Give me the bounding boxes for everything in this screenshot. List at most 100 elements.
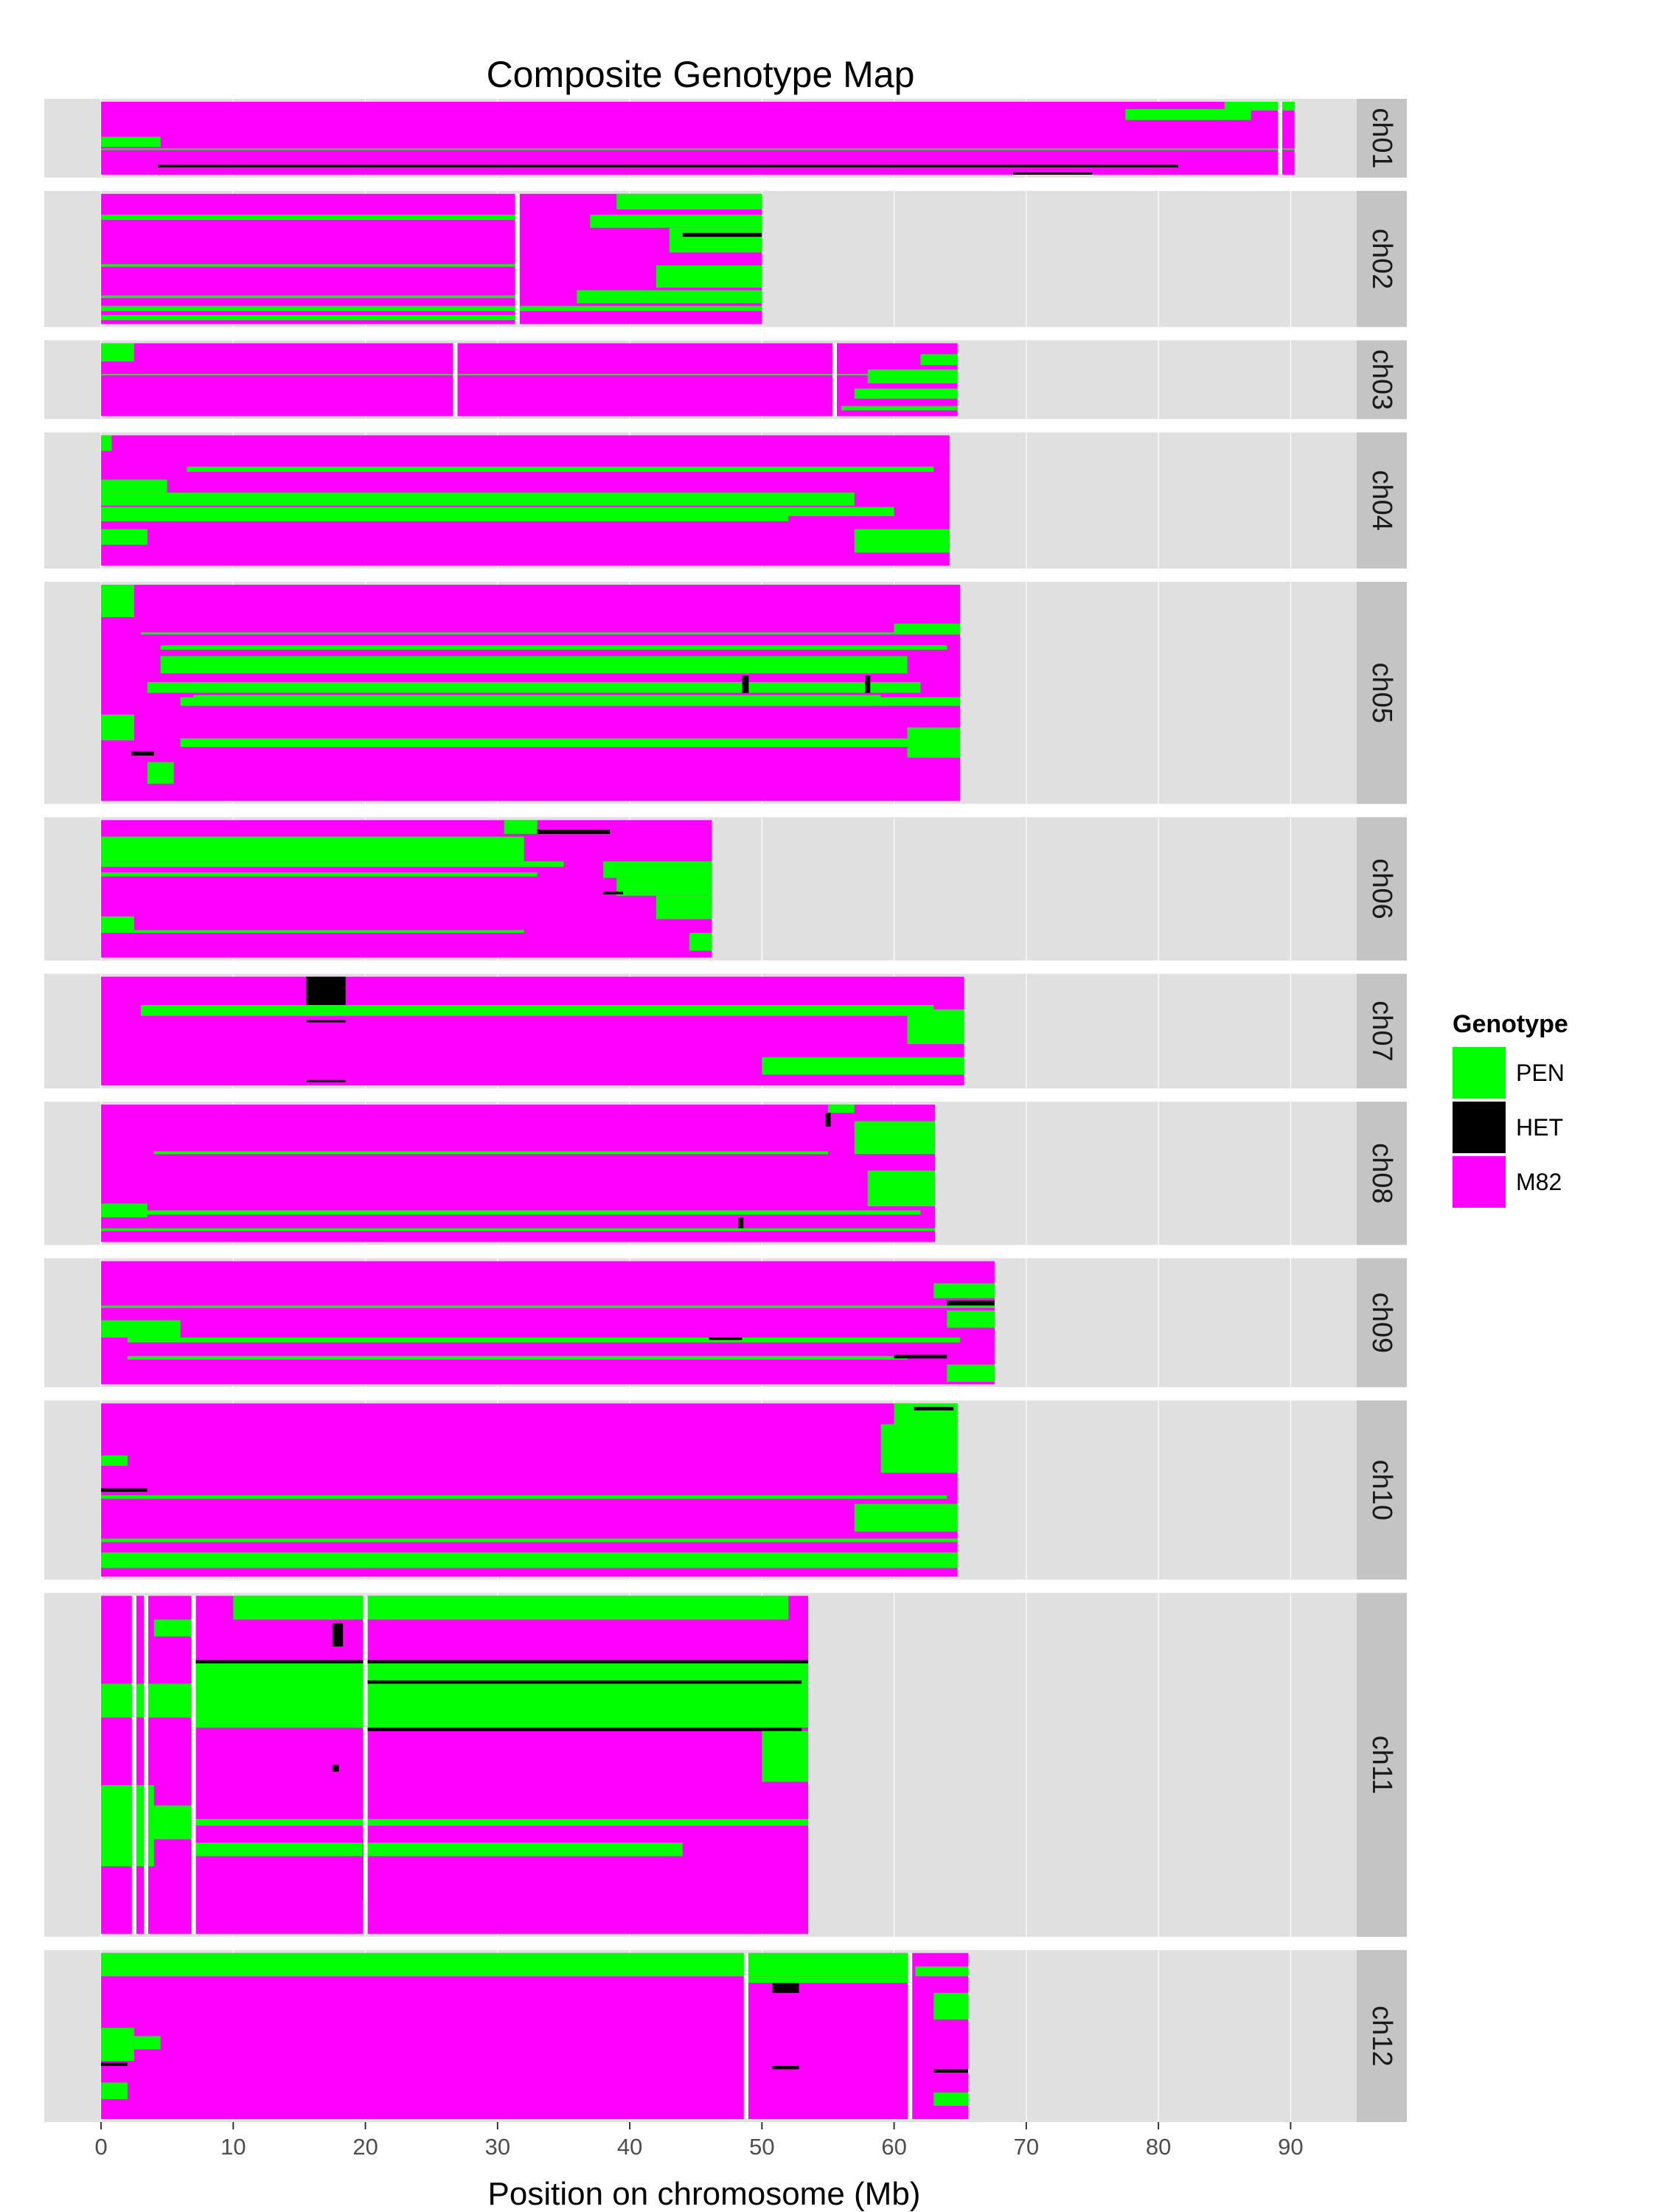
x-tick-label: 20 xyxy=(352,2134,378,2160)
strip-label-ch08: ch08 xyxy=(1366,1143,1397,1203)
genotype-block-PEN xyxy=(187,466,934,472)
genotype-block-PEN xyxy=(160,655,908,674)
genotype-block-PEN xyxy=(841,406,958,411)
genotype-block-HET xyxy=(682,232,762,237)
strip-background xyxy=(1357,432,1407,569)
genotype-block-PEN xyxy=(153,1151,828,1155)
genotype-block-PEN xyxy=(1224,102,1295,111)
chromosome-gap xyxy=(743,1952,748,2119)
genotype-block-M82 xyxy=(148,1596,192,1934)
strip-label-ch05: ch05 xyxy=(1366,662,1397,723)
genotype-block-PEN xyxy=(101,585,134,618)
genotype-block-M82 xyxy=(101,1261,995,1385)
strip-background xyxy=(1357,190,1407,327)
genotype-block-HET xyxy=(738,1217,744,1228)
genotype-block-M82 xyxy=(101,343,453,417)
genotype-block-PEN xyxy=(867,1170,936,1207)
genotype-block-PEN xyxy=(854,1503,958,1532)
x-tick-label: 80 xyxy=(1146,2134,1171,2160)
genotype-block-PEN xyxy=(101,916,134,931)
strip-label-ch12: ch12 xyxy=(1366,2006,1397,2066)
strip-background xyxy=(1357,1950,1407,2122)
genotype-block-PEN xyxy=(101,264,518,267)
genotype-block-PEN xyxy=(867,369,958,383)
genotype-block-PEN xyxy=(101,215,518,220)
x-tick-label: 60 xyxy=(881,2134,906,2160)
genotype-block-PEN xyxy=(180,697,961,706)
strip-background xyxy=(1357,1102,1407,1245)
chromosome-gap xyxy=(191,1596,196,1934)
strip-background xyxy=(1357,1593,1407,1937)
facet-panel-ch09: ch09 xyxy=(44,1258,1407,1388)
legend: Genotype PEN HET M82 xyxy=(1453,1010,1568,1208)
facet-panels: ch01 ch02 ch03 ch04 ch05 ch06 ch07 ch08 ch09 ch10… xyxy=(44,99,1407,2122)
genotype-block-HET xyxy=(537,830,611,834)
genotype-block-PEN xyxy=(101,507,894,516)
facet-panel-ch03: ch03 xyxy=(44,340,1407,420)
genotype-block-PEN xyxy=(101,343,134,362)
legend-key-HET xyxy=(1453,1102,1506,1153)
genotype-block-M82 xyxy=(101,1952,744,2119)
strip-background xyxy=(1357,973,1407,1089)
genotype-block-PEN xyxy=(101,836,524,862)
genotype-block-PEN xyxy=(854,529,950,553)
genotype-block-PEN xyxy=(603,861,712,878)
genotype-block-PEN xyxy=(616,877,712,896)
genotype-block-PEN xyxy=(101,374,958,376)
genotype-block-HET xyxy=(158,164,1179,168)
genotype-block-PEN xyxy=(577,290,762,304)
x-tick-label: 70 xyxy=(1014,2134,1039,2160)
genotype-block-PEN xyxy=(854,388,958,399)
genotype-block-PEN xyxy=(616,193,762,210)
genotype-block-PEN xyxy=(180,738,921,747)
strip-label-ch06: ch06 xyxy=(1366,858,1397,919)
genotype-block-PEN xyxy=(140,632,961,635)
x-tick-label: 50 xyxy=(749,2134,774,2160)
genotype-block-PEN xyxy=(101,315,518,321)
strip-background xyxy=(1357,582,1407,804)
genotype-block-PEN xyxy=(101,1952,911,1977)
genotype-block-PEN xyxy=(101,1305,995,1308)
genotype-block-PEN xyxy=(947,1364,995,1382)
genotype-block-M82 xyxy=(367,1596,809,1934)
legend-key-M82 xyxy=(1453,1156,1506,1208)
strip-background xyxy=(1357,99,1407,178)
genotype-block-PEN xyxy=(101,1538,958,1543)
genotype-block-PEN xyxy=(101,1320,181,1338)
legend-label-M82: M82 xyxy=(1516,1169,1562,1195)
genotype-block-PEN xyxy=(101,305,762,311)
genotype-block-PEN xyxy=(133,2036,161,2050)
chromosome-gap xyxy=(515,193,520,324)
genotype-block-PEN xyxy=(101,148,1295,150)
genotype-block-HET xyxy=(894,1354,947,1359)
legend-label-HET: HET xyxy=(1516,1114,1563,1141)
genotype-block-PEN xyxy=(140,1004,934,1016)
genotype-block-PEN xyxy=(101,1495,947,1499)
genotype-block-HET xyxy=(332,1764,339,1772)
genotype-block-HET xyxy=(933,2069,968,2073)
chromosome-gap xyxy=(453,343,458,417)
facet-panel-ch10: ch10 xyxy=(44,1400,1407,1580)
genotype-block-PEN xyxy=(101,1203,147,1217)
genotype-block-HET xyxy=(825,1113,831,1127)
genotype-block-M82 xyxy=(101,1596,132,1934)
facet-panel-ch11: ch11 xyxy=(44,1593,1407,1937)
genotype-block-PEN xyxy=(101,1455,128,1466)
genotype-block-PEN xyxy=(101,136,161,147)
x-axis-title: Position on chromosome (Mb) xyxy=(488,2176,921,2212)
genotype-block-PEN xyxy=(127,1356,908,1360)
strip-label-ch02: ch02 xyxy=(1366,229,1397,289)
x-tick-label: 30 xyxy=(485,2134,510,2160)
chromosome-gap xyxy=(363,1596,368,1934)
genotype-block-PEN xyxy=(101,861,564,867)
genotype-block-HET xyxy=(865,675,871,693)
genotype-block-PEN xyxy=(101,714,134,741)
genotype-block-HET xyxy=(101,2062,128,2066)
strip-background xyxy=(1357,1400,1407,1580)
legend-label-PEN: PEN xyxy=(1516,1060,1565,1086)
strip-label-ch11: ch11 xyxy=(1366,1736,1397,1795)
genotype-block-M82 xyxy=(136,1596,145,1934)
genotype-block-PEN xyxy=(880,1424,958,1473)
genotype-block-PEN xyxy=(193,1842,683,1857)
